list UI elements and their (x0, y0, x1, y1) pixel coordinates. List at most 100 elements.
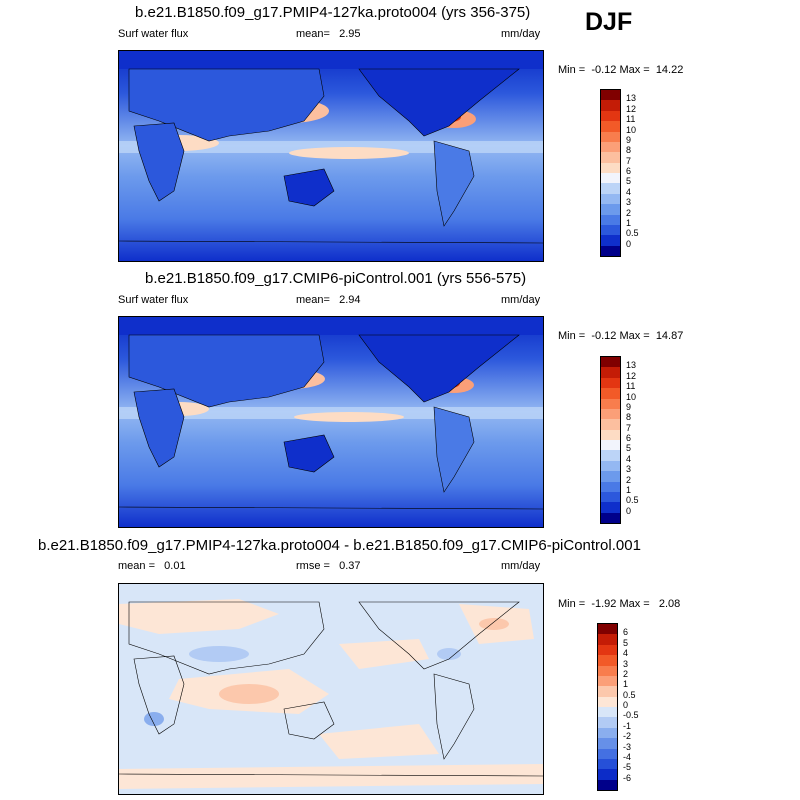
colorbar-tick-label: 8 (626, 145, 632, 156)
colorbar-swatch (601, 502, 620, 513)
colorbar-tick-label: 5 (626, 443, 632, 454)
colorbar-swatch (601, 512, 620, 523)
colorbar-swatch (601, 245, 620, 256)
colorbar-swatch (601, 429, 620, 440)
colorbar-swatch (601, 408, 620, 420)
colorbar-swatch (598, 769, 617, 780)
colorbar-tick-label: -5 (623, 762, 632, 773)
colorbar-swatch (601, 131, 620, 142)
colorbar-tick-label: 0.5 (626, 495, 639, 506)
panel-1-mean: mean= 2.95 (296, 28, 361, 40)
panel-3-mean: mean = 0.01 (118, 560, 186, 572)
panel-1-map (118, 50, 544, 262)
panel-1-variable: Surf water flux (118, 28, 189, 40)
colorbar-tick-label: 3 (623, 658, 629, 669)
colorbar-swatch (601, 214, 620, 225)
colorbar-tick-label: 6 (626, 433, 632, 443)
colorbar-swatch (601, 491, 620, 503)
colorbar-swatch (601, 152, 620, 163)
colorbar-swatch (601, 100, 620, 111)
colorbar-tick-label: 0.5 (623, 689, 636, 700)
colorbar-swatch (601, 388, 620, 399)
colorbar-swatch (598, 655, 617, 666)
colorbar-swatch (601, 121, 620, 132)
colorbar-swatch (598, 738, 617, 749)
colorbar-swatch (601, 235, 620, 246)
colorbar-tick-label: 9 (626, 401, 632, 412)
panel-3-colorbar-labels: 6 5 4 3 2 1 0.5 0 -0.5 -1 -2 -3 -4 -5 -6 (623, 623, 663, 789)
colorbar-swatch (598, 675, 617, 687)
season-label: DJF (585, 8, 633, 36)
colorbar-tick-label: 5 (623, 637, 629, 648)
colorbar-tick-label: 4 (626, 453, 632, 464)
panel-1-colorbar-labels: 13 12 11 10 9 8 7 6 5 4 3 2 1 0.5 0 (626, 89, 666, 255)
colorbar-tick-label: 12 (626, 370, 637, 381)
colorbar-tick-label: -2 (623, 731, 632, 742)
colorbar-tick-label: 2 (623, 668, 629, 679)
colorbar-swatch (601, 440, 620, 451)
colorbar-tick-label: 3 (626, 464, 632, 475)
colorbar-swatch (601, 141, 620, 153)
colorbar-swatch (598, 779, 617, 790)
colorbar-swatch (601, 450, 620, 461)
panel-3-colorbar (597, 623, 618, 791)
panel-1-colorbar (600, 89, 621, 257)
colorbar-tick-label: 13 (626, 93, 637, 104)
colorbar-tick-label: 1 (626, 484, 632, 495)
colorbar-swatch (601, 357, 620, 368)
colorbar-tick-label: 10 (626, 391, 637, 402)
colorbar-swatch (601, 162, 620, 173)
panel-2-minmax: Min = -0.12 Max = 14.87 (558, 330, 684, 342)
colorbar-swatch (601, 173, 620, 184)
panel-2-variable: Surf water flux (118, 294, 189, 306)
colorbar-tick-label: 4 (623, 648, 629, 659)
colorbar-tick-label: 9 (626, 134, 632, 145)
colorbar-tick-label: 6 (626, 166, 632, 176)
colorbar-tick-label: -3 (623, 741, 632, 752)
colorbar-tick-label: 1 (626, 217, 632, 228)
colorbar-swatch (601, 183, 620, 194)
colorbar-swatch (601, 193, 620, 205)
colorbar-tick-label: 0 (626, 238, 632, 249)
panel-3-units: mm/day (501, 560, 541, 572)
colorbar-swatch (601, 90, 620, 101)
colorbar-tick-label: 11 (626, 381, 636, 392)
colorbar-swatch (598, 748, 617, 759)
panel-1-title: b.e21.B1850.f09_g17.PMIP4-127ka.proto004… (135, 4, 531, 21)
colorbar-tick-label: 13 (626, 360, 637, 371)
colorbar-swatch (598, 707, 617, 718)
panel-2-colorbar (600, 356, 621, 524)
colorbar-swatch (601, 419, 620, 430)
colorbar-swatch (598, 634, 617, 645)
colorbar-tick-label: 5 (626, 176, 632, 187)
colorbar-swatch (598, 758, 617, 770)
panel-3-map (118, 583, 544, 795)
colorbar-swatch (598, 686, 617, 697)
colorbar-swatch (601, 471, 620, 482)
colorbar-swatch (601, 110, 620, 122)
colorbar-tick-label: -4 (623, 751, 632, 762)
colorbar-tick-label: 10 (626, 124, 637, 135)
colorbar-tick-label: 0 (623, 700, 629, 710)
colorbar-tick-label: 0.5 (626, 228, 639, 239)
colorbar-tick-label: 2 (626, 474, 632, 485)
colorbar-tick-label: 6 (623, 627, 629, 638)
panel-2-colorbar-labels: 13 12 11 10 9 8 7 6 5 4 3 2 1 0.5 0 (626, 356, 666, 522)
panel-2-title: b.e21.B1850.f09_g17.CMIP6-piControl.001 … (145, 270, 527, 287)
colorbar-tick-label: -6 (623, 772, 632, 783)
panel-3-rmse: rmse = 0.37 (296, 560, 361, 572)
colorbar-swatch (598, 644, 617, 656)
colorbar-swatch (601, 398, 620, 409)
colorbar-swatch (598, 717, 617, 728)
colorbar-tick-label: 7 (626, 155, 632, 166)
colorbar-swatch (601, 204, 620, 215)
colorbar-swatch (601, 224, 620, 236)
colorbar-swatch (601, 367, 620, 378)
panel-1-map-svg (119, 51, 543, 261)
colorbar-tick-label: 4 (626, 186, 632, 197)
panel-1-units: mm/day (501, 28, 541, 40)
panel-3-title: b.e21.B1850.f09_g17.PMIP4-127ka.proto004… (38, 537, 641, 554)
panel-3-minmax: Min = -1.92 Max = 2.08 (558, 598, 681, 610)
panel-2-units: mm/day (501, 294, 541, 306)
colorbar-tick-label: 8 (626, 412, 632, 423)
